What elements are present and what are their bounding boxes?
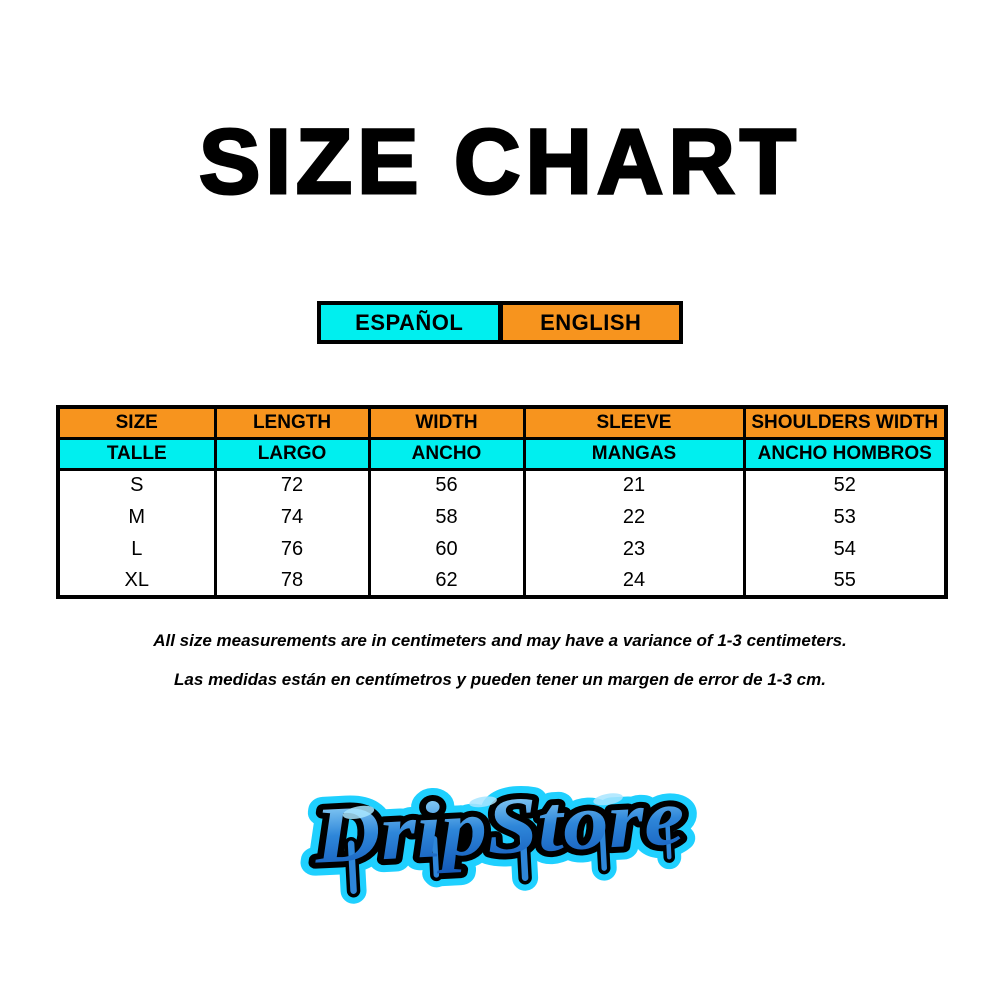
col-header-talle: TALLE: [56, 436, 217, 471]
col-header-mangas: MANGAS: [522, 436, 746, 471]
cell-width: 58: [367, 501, 526, 533]
cell-shoulders: 53: [742, 501, 948, 533]
cell-sleeve: 21: [522, 469, 746, 501]
table-header-english: SIZE LENGTH WIDTH SLEEVE SHOULDERS WIDTH: [56, 405, 948, 440]
col-header-sleeve: SLEEVE: [522, 405, 746, 440]
cell-width: 62: [367, 565, 526, 597]
col-header-length: LENGTH: [213, 405, 371, 440]
cell-width: 56: [367, 469, 526, 501]
tab-espanol[interactable]: ESPAÑOL: [321, 305, 498, 340]
cell-sleeve: 24: [522, 565, 746, 597]
cell-size: L: [56, 533, 217, 565]
col-header-shoulders: SHOULDERS WIDTH: [742, 405, 948, 440]
dripstore-logo: DripStore DripStore DripStore: [298, 760, 699, 904]
note-spanish: Las medidas están en centímetros y puede…: [174, 670, 826, 689]
size-table: SIZE LENGTH WIDTH SLEEVE SHOULDERS WIDTH…: [56, 405, 948, 599]
page-title: SIZE CHART: [198, 111, 801, 213]
col-header-width: WIDTH: [367, 405, 526, 440]
note-english: All size measurements are in centimeters…: [153, 631, 847, 650]
cell-length: 78: [213, 565, 371, 597]
language-tabs: ESPAÑOL ENGLISH: [317, 301, 683, 344]
table-row-xl: XL 78 62 24 55: [56, 565, 948, 597]
cell-shoulders: 54: [742, 533, 948, 565]
cell-sleeve: 22: [522, 501, 746, 533]
table-row-s: S 72 56 21 52: [56, 469, 948, 501]
cell-shoulders: 52: [742, 469, 948, 501]
cell-shoulders: 55: [742, 565, 948, 597]
col-header-ancho-hombros: ANCHO HOMBROS: [742, 436, 948, 471]
logo-text: DripStore: [311, 773, 686, 880]
col-header-ancho: ANCHO: [367, 436, 526, 471]
cell-size: M: [56, 501, 217, 533]
table-row-m: M 74 58 22 53: [56, 501, 948, 533]
tab-english[interactable]: ENGLISH: [497, 305, 679, 340]
table-header-spanish: TALLE LARGO ANCHO MANGAS ANCHO HOMBROS: [56, 436, 948, 471]
col-header-largo: LARGO: [213, 436, 371, 471]
cell-width: 60: [367, 533, 526, 565]
cell-sleeve: 23: [522, 533, 746, 565]
cell-size: XL: [56, 565, 217, 597]
cell-length: 72: [213, 469, 371, 501]
cell-length: 74: [213, 501, 371, 533]
logo-drips: [344, 820, 675, 898]
logo-highlights: [342, 793, 623, 820]
cell-size: S: [56, 469, 217, 501]
col-header-size: SIZE: [56, 405, 217, 440]
table-row-l: L 76 60 23 54: [56, 533, 948, 565]
cell-length: 76: [213, 533, 371, 565]
